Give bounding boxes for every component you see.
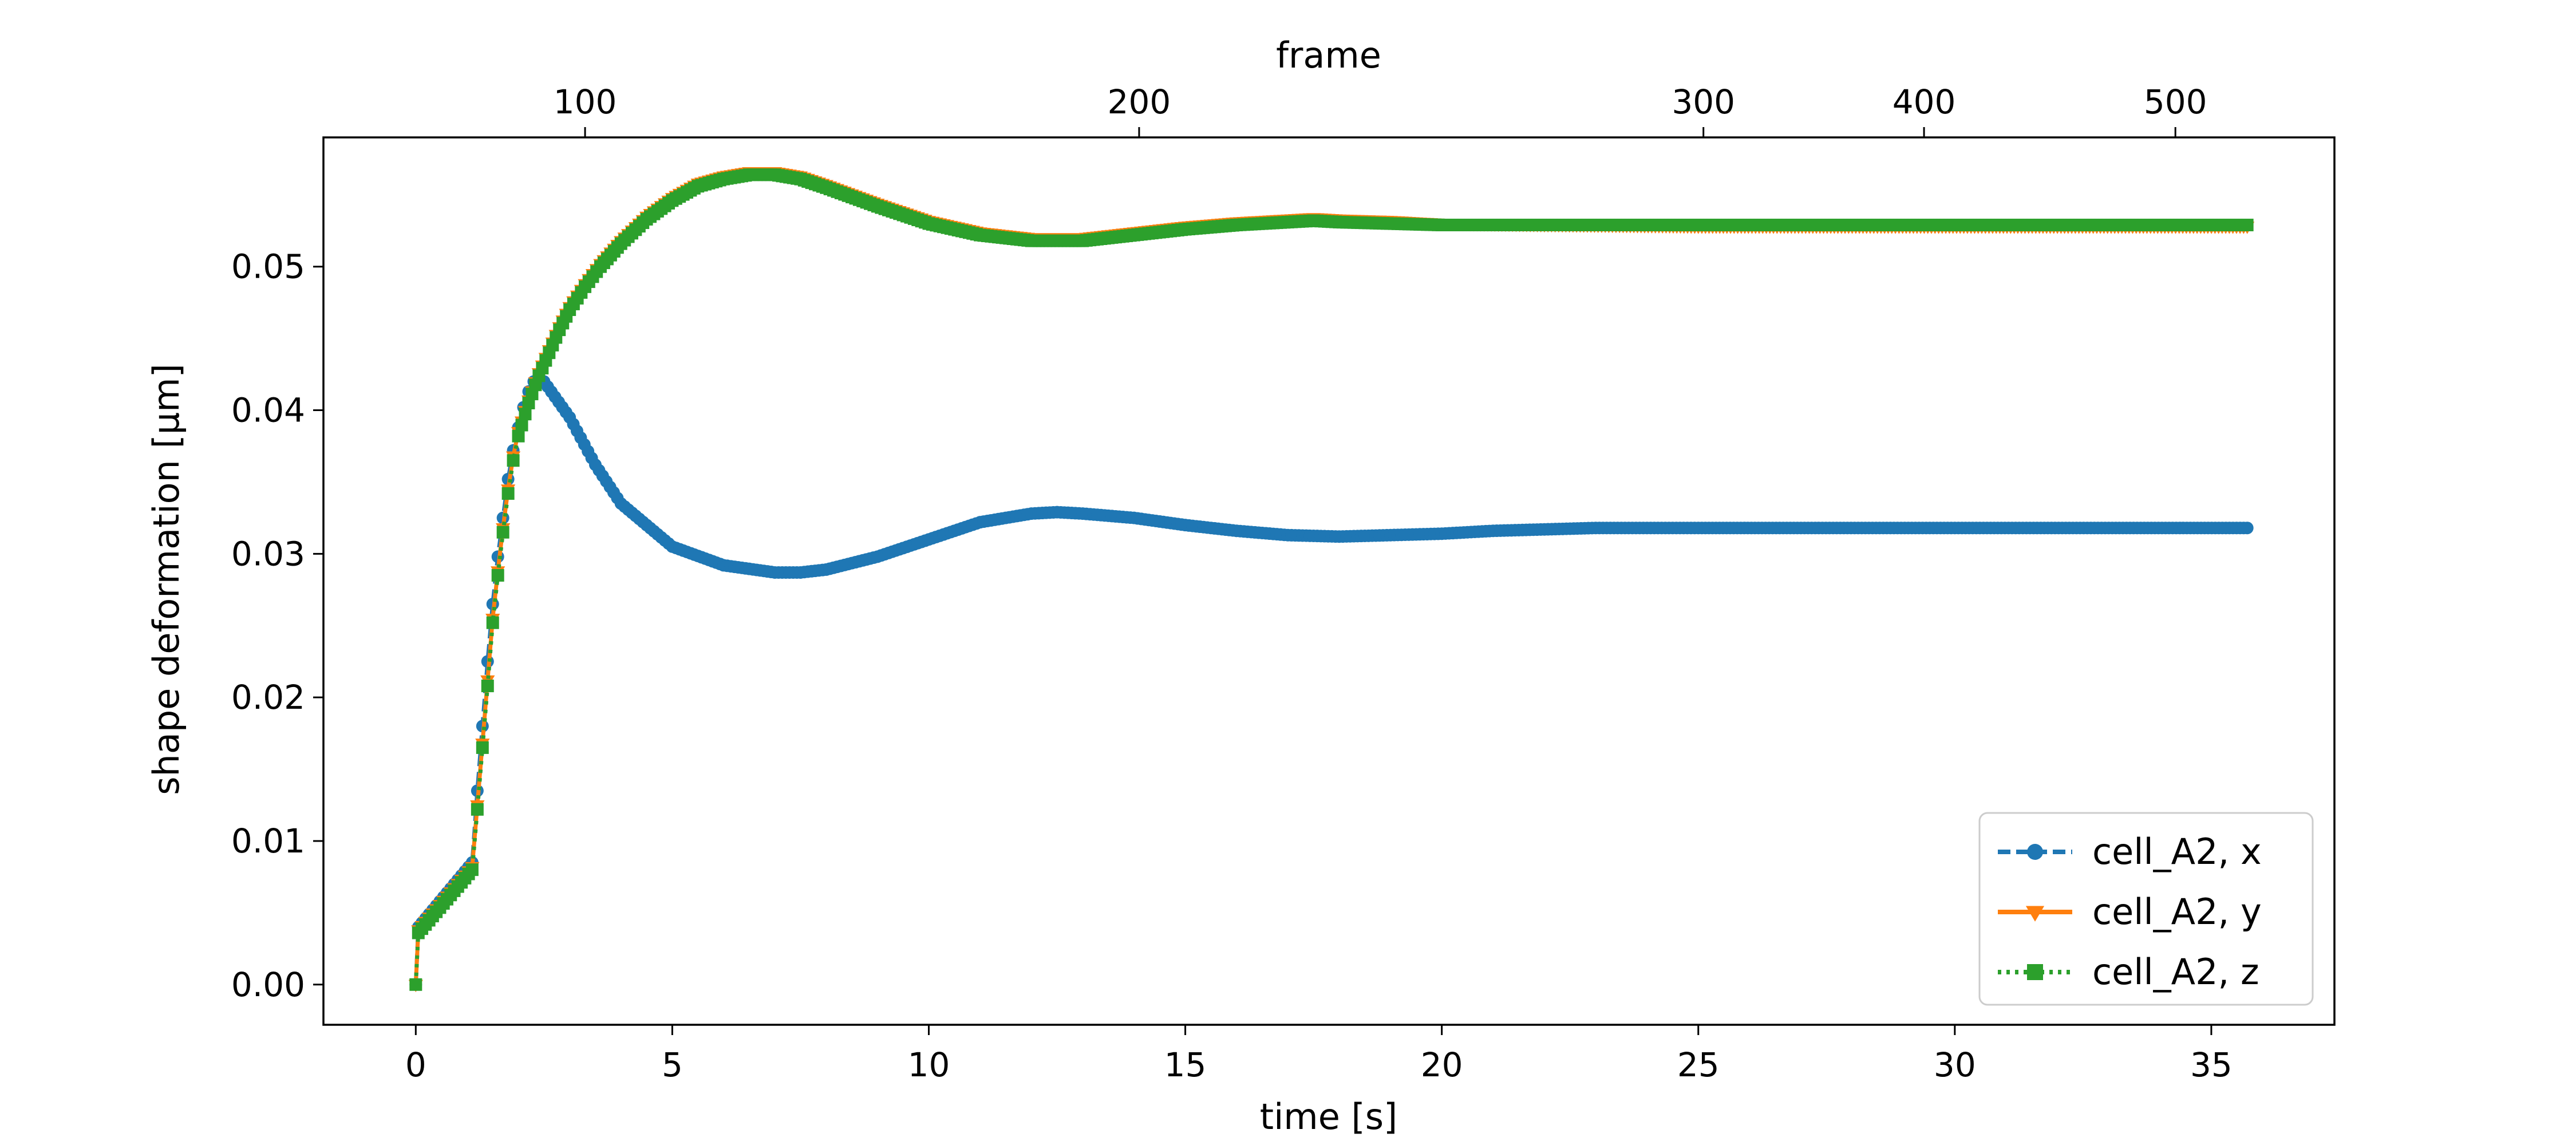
data-point	[2027, 964, 2043, 980]
plot-frame	[322, 136, 2336, 1026]
data-point	[496, 526, 509, 539]
top-tick-label: 200	[1108, 82, 1171, 121]
data-point	[409, 978, 422, 991]
data-point	[519, 408, 532, 421]
data-point	[501, 487, 515, 500]
x-tick-label: 25	[1677, 1045, 1720, 1084]
data-point	[465, 863, 479, 876]
top-tick-label: 100	[554, 82, 617, 121]
data-point	[476, 741, 489, 754]
series-1	[409, 375, 2254, 991]
data-point	[471, 803, 484, 816]
x-tick-label: 35	[2190, 1045, 2233, 1084]
top-tick-label: 400	[1893, 82, 1956, 121]
top-axis-ticks: 100 200 300 400 500	[554, 82, 2207, 137]
y-tick-label: 0.04	[231, 391, 305, 430]
top-tick-label: 500	[2144, 82, 2207, 121]
data-point	[2027, 844, 2043, 860]
legend-label: cell_A2, x	[2092, 831, 2262, 872]
data-point	[515, 418, 528, 432]
y-tick-label: 0.01	[231, 822, 305, 860]
x-tick-label: 15	[1164, 1045, 1207, 1084]
data-point	[491, 568, 504, 582]
left-axis-ticks: 0.00 0.01 0.02 0.03 0.04 0.05	[231, 247, 323, 1004]
series-3	[409, 168, 2254, 991]
x-axis-title: time [s]	[1260, 1096, 1397, 1138]
data-point	[2241, 218, 2254, 231]
y-tick-label: 0.05	[231, 247, 305, 286]
legend: cell_A2, x cell_A2, y cell_A2, z	[1978, 812, 2314, 1006]
data-point	[486, 616, 499, 629]
data-point	[481, 680, 494, 693]
y-tick-label: 0.03	[231, 534, 305, 573]
data-point	[2241, 522, 2254, 535]
bottom-axis-ticks: 0 5 10 15 20 25 30 35	[405, 1025, 2233, 1084]
y-tick-label: 0.02	[231, 678, 305, 717]
legend-box	[1978, 812, 2314, 1006]
top-tick-label: 300	[1672, 82, 1735, 121]
x-tick-label: 5	[662, 1045, 683, 1084]
x-tick-label: 20	[1421, 1045, 1463, 1084]
y-tick-label: 0.00	[231, 965, 305, 1004]
legend-label: cell_A2, y	[2092, 891, 2262, 933]
x-tick-label: 0	[405, 1045, 426, 1084]
x-tick-label: 10	[908, 1045, 950, 1084]
x-tick-label: 30	[1934, 1045, 1976, 1084]
data-point	[512, 429, 525, 443]
series-layer	[408, 167, 2255, 992]
top-axis-title: frame	[1276, 34, 1381, 76]
data-point	[507, 454, 520, 467]
legend-label: cell_A2, z	[2092, 951, 2259, 993]
data-point	[2025, 906, 2045, 922]
y-axis-title: shape deformation [μm]	[145, 364, 187, 795]
